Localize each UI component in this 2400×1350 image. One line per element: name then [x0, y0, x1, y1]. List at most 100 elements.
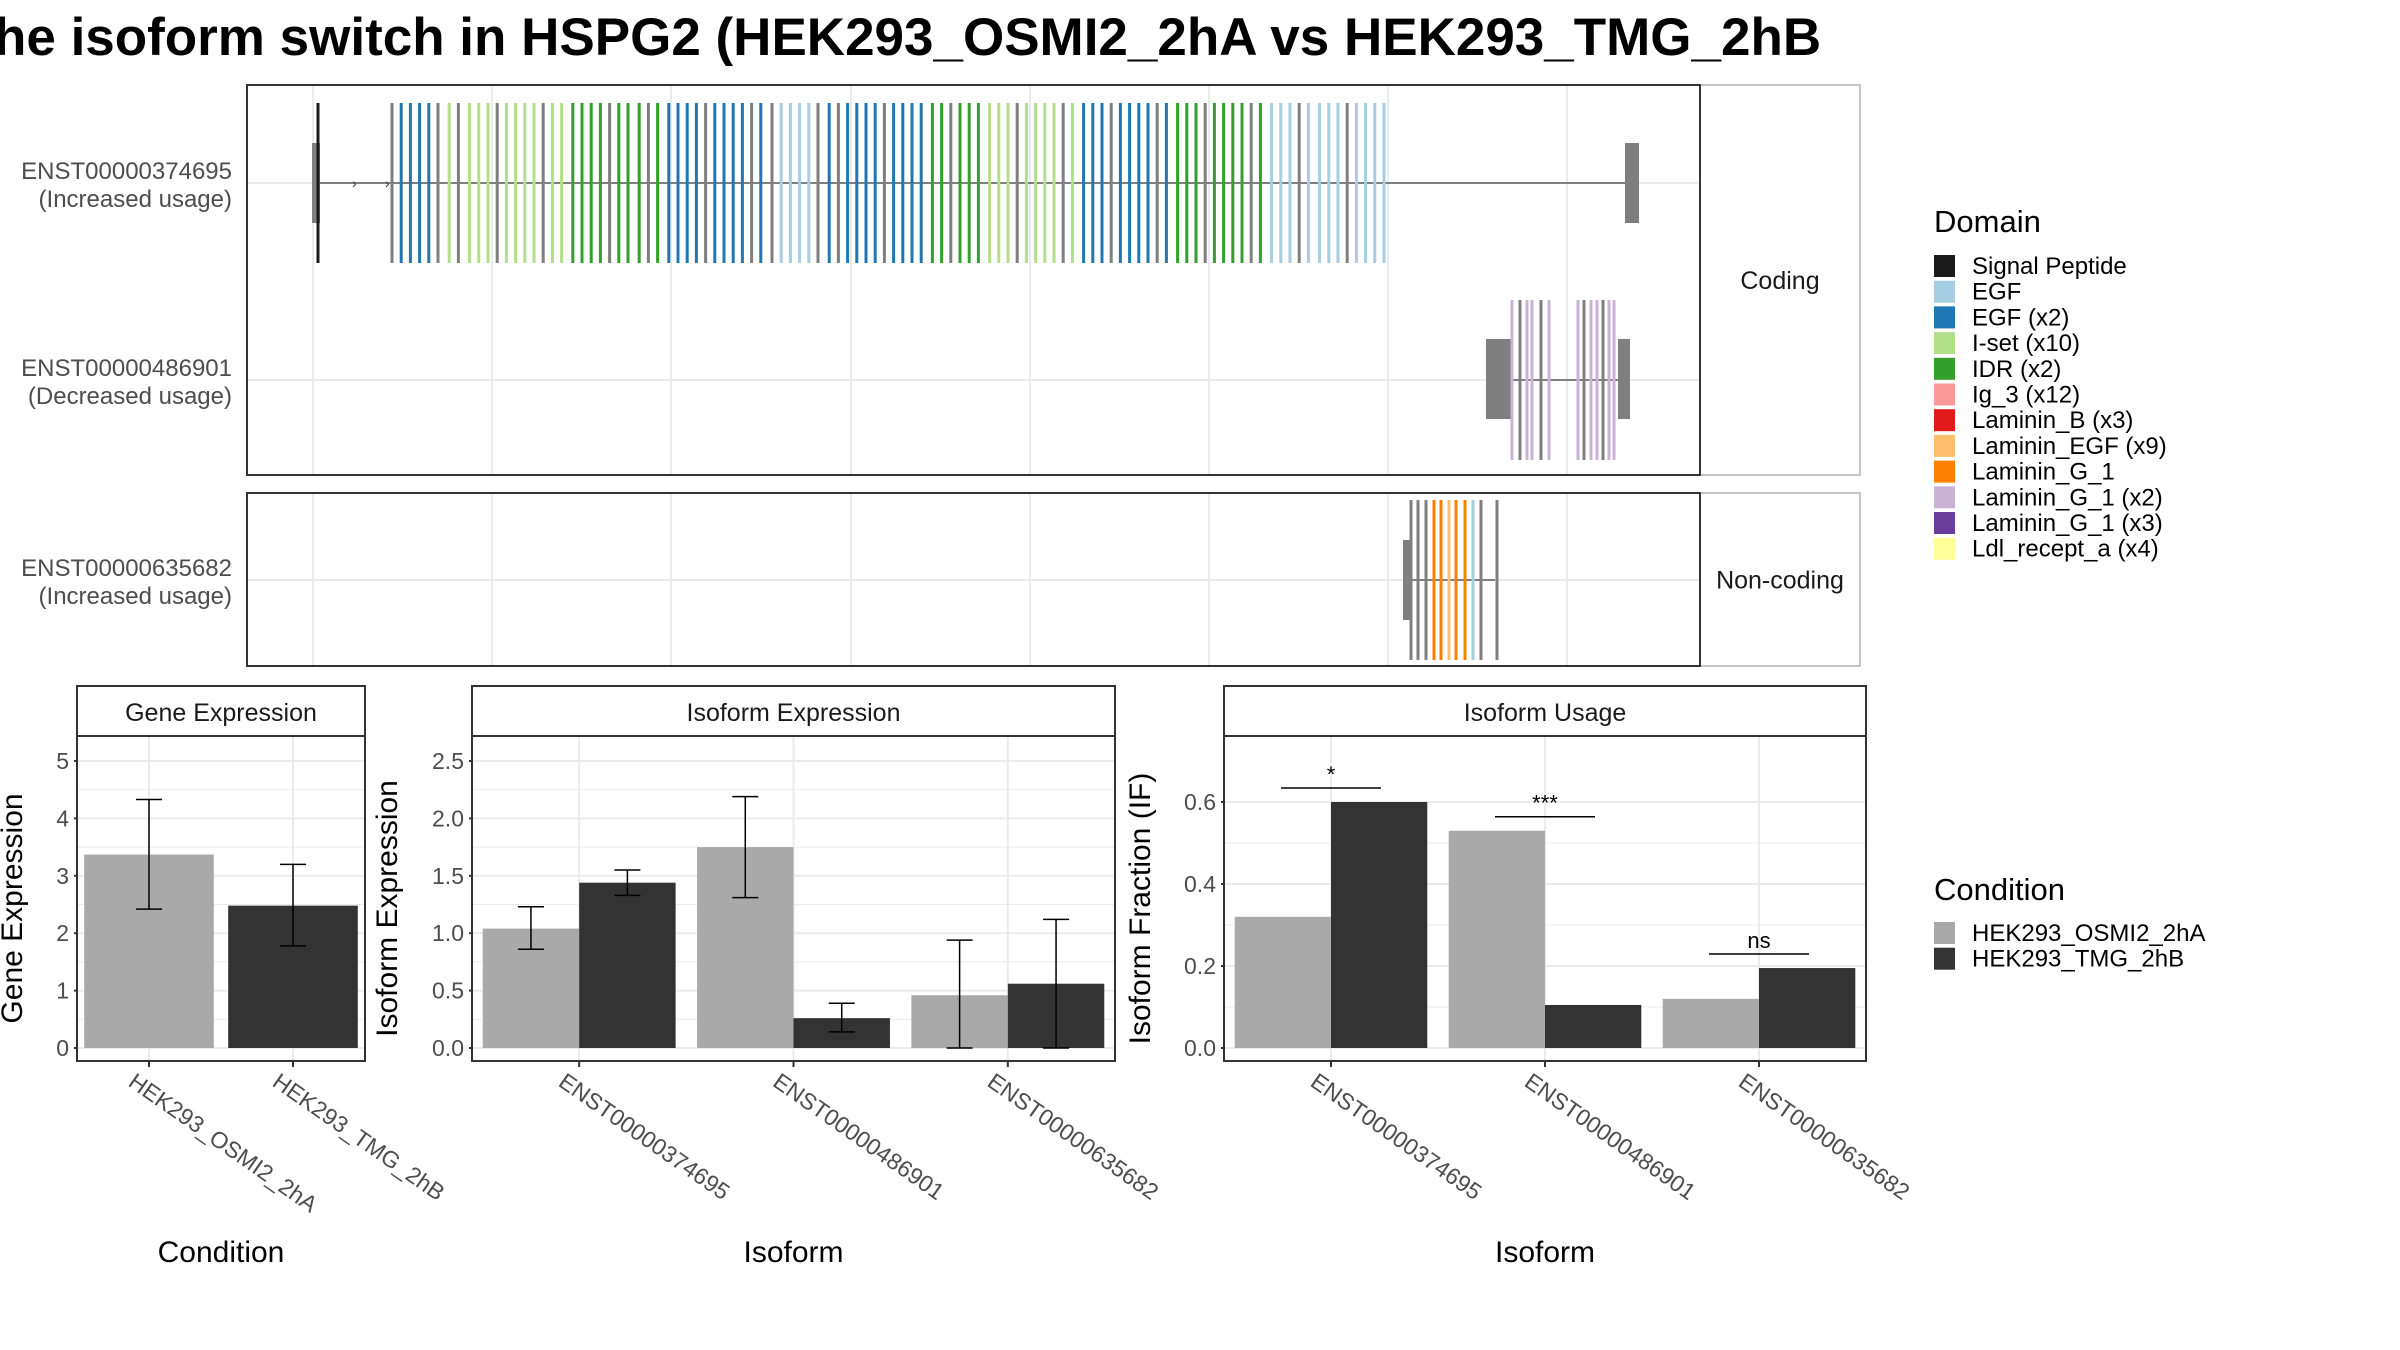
- y-tick-label: 0.6: [1184, 789, 1216, 815]
- exon-mark: [910, 103, 914, 263]
- x-tick-label: ENST00000635682: [983, 1068, 1163, 1205]
- exon-mark: [468, 103, 472, 263]
- chart-title-strip: [471, 685, 1116, 737]
- chart-title-strip: [76, 685, 366, 737]
- legend-key: [1934, 512, 1955, 534]
- exon-mark: [523, 103, 527, 263]
- legend-key: [1934, 434, 1955, 457]
- x-axis-label: Isoform: [1495, 1236, 1595, 1269]
- exon-mark: [1164, 103, 1168, 263]
- exon-mark: [571, 103, 575, 263]
- exon-mark: [779, 103, 783, 263]
- bar: [1662, 998, 1759, 1048]
- condition-legend-title: Condition: [1934, 872, 2065, 907]
- exon-mark: [1052, 103, 1056, 263]
- facet-strip-label: Coding: [1740, 267, 1819, 295]
- legend-key: [1934, 460, 1955, 483]
- exon-mark: [1306, 103, 1310, 263]
- exon-mark: [704, 103, 708, 263]
- legend-key: [1934, 383, 1955, 406]
- bar: [1234, 916, 1331, 1048]
- exon-mark: [788, 103, 792, 263]
- exon-mark: [1409, 500, 1413, 660]
- y-tick-label: 1.0: [432, 920, 464, 946]
- bar: [579, 882, 676, 1048]
- x-tick-label: ENST00000374695: [1306, 1068, 1486, 1205]
- legend-item-label: Laminin_G_1: [1972, 459, 2115, 486]
- exon-mark: [580, 103, 584, 263]
- exon-mark: [1061, 103, 1065, 263]
- plot-border: [1223, 735, 1867, 1062]
- transcript-usage-label: (Decreased usage): [28, 383, 232, 410]
- legend-item-label: Laminin_G_1 (x2): [1972, 484, 2163, 511]
- legend-key: [1934, 537, 1955, 560]
- exon-mark: [1288, 103, 1292, 263]
- exon-mark: [456, 103, 460, 263]
- legend-item-label: EGF: [1972, 279, 2021, 306]
- y-tick-label: 0.0: [432, 1035, 464, 1061]
- legend-item-label: EGF (x2): [1972, 304, 2069, 331]
- exon-mark: [1607, 300, 1611, 460]
- transcript-usage-label: (Increased usage): [39, 583, 232, 610]
- exon-mark: [1595, 300, 1599, 460]
- chart-title: Gene Expression: [125, 699, 317, 727]
- exon-mark: [1203, 103, 1207, 263]
- exon-mark: [1128, 103, 1132, 263]
- y-tick-label: 5: [56, 748, 69, 774]
- exon-mark: [408, 103, 412, 263]
- exon-mark: [1373, 103, 1377, 263]
- bar: [1331, 802, 1428, 1048]
- utr-block: [1618, 339, 1630, 419]
- exon-mark: [958, 103, 962, 263]
- exon-mark: [541, 103, 545, 263]
- exon-mark: [532, 103, 536, 263]
- transcript-panel-background: [247, 85, 1700, 475]
- y-tick-label: 0.2: [1184, 953, 1216, 979]
- strand-arrow: ›: [385, 175, 390, 191]
- exon-mark: [1447, 500, 1451, 660]
- y-tick-label: 2.0: [432, 805, 464, 831]
- exon-mark: [1612, 300, 1616, 460]
- y-tick-label: 0.4: [1184, 871, 1216, 897]
- figure-title: he isoform switch in HSPG2 (HEK293_OSMI2…: [0, 8, 1821, 67]
- legend-key: [1934, 486, 1955, 509]
- chart-title: Isoform Usage: [1464, 699, 1627, 727]
- exon-mark: [1432, 500, 1436, 660]
- exon-mark: [1015, 103, 1019, 263]
- legend-key: [1934, 357, 1955, 380]
- exon-mark: [1006, 103, 1010, 263]
- x-tick-label: ENST00000486901: [769, 1068, 949, 1205]
- exon-mark: [399, 103, 403, 263]
- legend-key: [1934, 280, 1955, 303]
- exon-mark: [988, 103, 992, 263]
- exon-mark: [1582, 300, 1586, 460]
- chart-1: Isoform Expression 0.0 0.5 1.0 1.5 2.0 2.5 ENST…: [371, 685, 1163, 1269]
- y-axis-label: Isoform Fraction (IF): [1124, 773, 1157, 1045]
- exon-mark: [617, 103, 621, 263]
- y-tick-label: 1.5: [432, 863, 464, 889]
- transcript-usage-label: (Increased usage): [39, 186, 232, 213]
- exon-mark: [514, 103, 518, 263]
- exon-mark: [873, 103, 877, 263]
- legend-key: [1934, 332, 1955, 355]
- exon-mark: [740, 103, 744, 263]
- exon-mark: [447, 103, 451, 263]
- y-tick-label: 2: [56, 920, 69, 946]
- utr-block: [1403, 540, 1410, 620]
- exon-mark: [836, 103, 840, 263]
- legend-key: [1934, 922, 1955, 944]
- utr-block: [1625, 143, 1639, 223]
- exon-mark: [901, 103, 905, 263]
- legend-item-label: Laminin_G_1 (x3): [1972, 510, 2163, 537]
- exon-mark: [949, 103, 953, 263]
- exon-mark: [495, 103, 499, 263]
- exon-mark: [1297, 103, 1301, 263]
- exon-mark: [1258, 103, 1262, 263]
- expression-bar-charts: Gene Expression012345HEK293_OSMI2_2hAHEK…: [0, 685, 1915, 1269]
- exon-mark: [637, 103, 641, 263]
- exon-mark: [1424, 500, 1428, 660]
- significance-label: ns: [1747, 928, 1770, 953]
- exon-mark: [1463, 500, 1467, 660]
- legend-item-label: Signal Peptide: [1972, 253, 2127, 280]
- exon-mark: [1336, 103, 1340, 263]
